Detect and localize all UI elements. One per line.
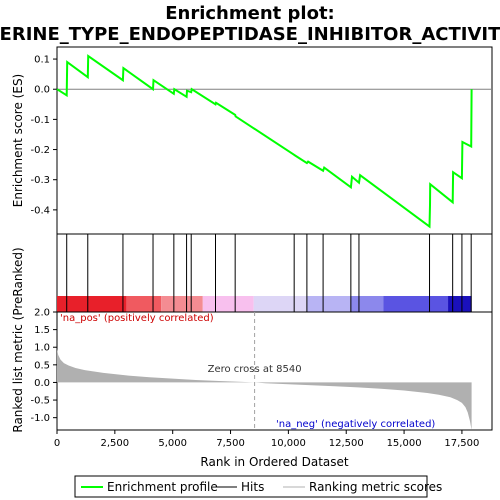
metric-plot-frame <box>56 311 493 431</box>
es-ytick-label: -0.2 <box>30 145 50 156</box>
metric-ytick-label: 2.0 <box>34 308 50 319</box>
xtick-label: 15,000 <box>387 438 422 449</box>
es-ytick-label: -0.3 <box>30 175 50 186</box>
metric-ytick-label: 1.5 <box>34 325 50 336</box>
legend-label: Ranking metric scores <box>309 480 442 494</box>
es-plot-frame <box>56 46 493 235</box>
es-panel: 0.1 0.0 -0.1 -0.2 -0.3 -0.4 Enrichment score (… <box>11 46 493 235</box>
chart-title-line1: Enrichment plot: <box>165 3 335 24</box>
colorbar-segment <box>448 296 472 312</box>
colorbar-segment <box>202 296 254 312</box>
zero-cross-label: Zero cross at 8540 <box>208 364 302 375</box>
es-ytick-label: 0.1 <box>34 55 50 66</box>
es-ytick-label: -0.1 <box>30 115 50 126</box>
colorbar-segment <box>383 296 449 312</box>
chart-title-line2: SERINE_TYPE_ENDOPEPTIDASE_INHIBITOR_ACTI… <box>0 24 500 45</box>
legend: Enrichment profile Hits Ranking metric sco… <box>74 475 442 498</box>
metric-ylabel: Ranked list metric (PreRanked) <box>11 247 25 432</box>
metric-ytick-label: 1.0 <box>34 343 50 354</box>
hits-panel <box>56 233 493 313</box>
na-neg-label: 'na_neg' (negatively correlated) <box>276 419 435 430</box>
colorbar-segment <box>306 296 351 312</box>
metric-ytick-label: -1.0 <box>30 413 50 424</box>
es-ytick-label: 0.0 <box>34 85 50 96</box>
es-ytick-label: -0.4 <box>30 205 50 216</box>
x-axis-label: Rank in Ordered Dataset <box>200 455 348 469</box>
xtick-label: 2,500 <box>101 438 130 449</box>
metric-ytick-label: 0.0 <box>34 378 50 389</box>
xtick-label: 7,500 <box>216 438 245 449</box>
legend-label: Enrichment profile <box>107 480 218 494</box>
metric-ytick-label: -0.5 <box>30 396 50 407</box>
enrichment-profile-line <box>56 54 473 229</box>
colorbar-segment <box>350 296 384 312</box>
metric-ytick-label: 0.5 <box>34 360 50 371</box>
xtick-label: 5,000 <box>158 438 187 449</box>
na-pos-label: 'na_pos' (positively correlated) <box>60 313 214 324</box>
xtick-label: 12,500 <box>329 438 364 449</box>
es-ylabel: Enrichment score (ES) <box>11 74 25 207</box>
xtick-label: 0 <box>54 438 60 449</box>
xtick-label: 17,500 <box>444 438 479 449</box>
xtick-label: 10,000 <box>271 438 306 449</box>
colorbar-segment <box>161 296 203 312</box>
colorbar-segment <box>126 296 162 312</box>
legend-box <box>74 475 428 498</box>
colorbar-segment <box>253 296 307 312</box>
legend-label: Hits <box>241 480 264 494</box>
ranking-metric-panel: 2.0 1.5 1.0 0.5 0.0 -0.5 -1.0 Ranked list metri… <box>11 247 493 433</box>
x-axis: 0 2,500 5,000 7,500 10,000 12,500 15,000 17,500… <box>54 430 479 469</box>
colorbar-segment <box>57 296 127 312</box>
